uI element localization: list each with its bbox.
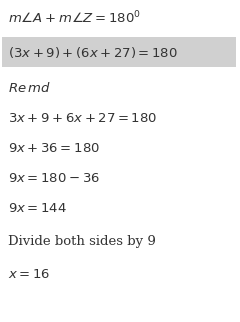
Text: $Re\,\mathit{md}$: $Re\,\mathit{md}$ xyxy=(8,81,51,95)
Text: $9x = 180 - 36$: $9x = 180 - 36$ xyxy=(8,172,100,185)
Text: $9x = 144$: $9x = 144$ xyxy=(8,202,67,214)
Text: Divide both sides by 9: Divide both sides by 9 xyxy=(8,235,156,249)
Text: $9x + 36 = 180$: $9x + 36 = 180$ xyxy=(8,141,100,155)
Text: $(3x + 9) + (6x + 27) = 180$: $(3x + 9) + (6x + 27) = 180$ xyxy=(8,44,178,60)
Text: $x = 16$: $x = 16$ xyxy=(8,268,50,280)
Text: $m\angle A+ m\angle Z = 180^{0}$: $m\angle A+ m\angle Z = 180^{0}$ xyxy=(8,10,141,26)
Text: $3x + 9 + 6x + 27 = 180$: $3x + 9 + 6x + 27 = 180$ xyxy=(8,111,157,125)
FancyBboxPatch shape xyxy=(2,37,236,67)
